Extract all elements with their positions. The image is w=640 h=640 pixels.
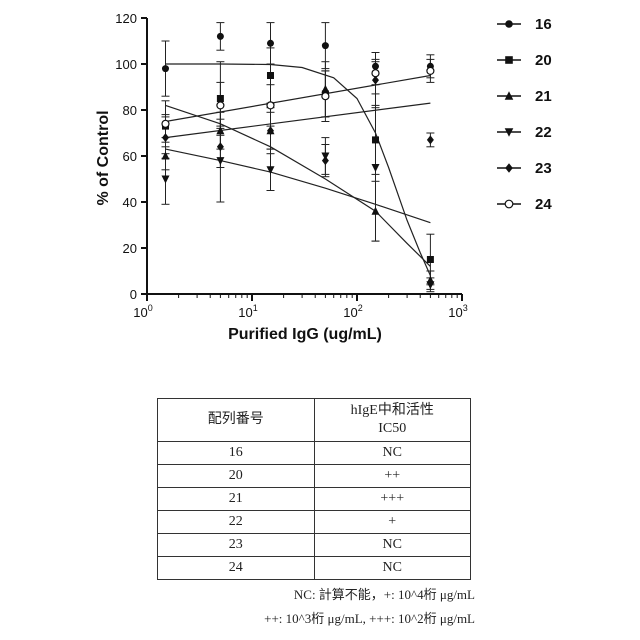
fit-curve-16 — [166, 64, 431, 276]
table-cell-id: 20 — [158, 465, 315, 488]
point-16 — [217, 33, 224, 40]
point-21 — [371, 207, 379, 215]
table-header-ic50: hIgE中和活性 IC50 — [314, 399, 471, 442]
point-24 — [427, 67, 434, 74]
table-cell-value: NC — [314, 557, 471, 580]
x-tick-label: 100 — [133, 303, 152, 320]
legend-marker-16 — [505, 20, 513, 28]
tick-marks — [141, 18, 462, 301]
data-points — [161, 33, 434, 289]
x-tick-label: 101 — [238, 303, 257, 320]
point-16 — [267, 40, 274, 47]
point-24 — [322, 93, 329, 100]
point-20 — [267, 72, 274, 79]
legend-label-20: 20 — [535, 52, 552, 69]
y-tick-label: 20 — [123, 241, 137, 256]
legend-marker-20 — [505, 56, 513, 64]
point-16 — [322, 42, 329, 49]
point-23 — [427, 135, 434, 144]
point-22 — [161, 176, 169, 184]
fit-curve-24 — [166, 103, 431, 138]
y-tick-label: 60 — [123, 149, 137, 164]
table-header-sequence: 配列番号 — [158, 399, 315, 442]
point-16 — [372, 63, 379, 70]
legend-label-22: 22 — [535, 124, 552, 141]
table-row: 23 NC — [158, 534, 471, 557]
point-23 — [217, 142, 224, 151]
table-header-row: 配列番号 hIgE中和活性 IC50 — [158, 399, 471, 442]
table-row: 21 +++ — [158, 488, 471, 511]
footnote-line-1: NC: 計算不能，+: 10^4桁 μg/mL — [157, 584, 475, 603]
legend-label-16: 16 — [535, 16, 552, 33]
tick-labels: 0 20 40 60 80 100 120 100 101 102 103 — [115, 11, 467, 320]
legend-marker-23 — [505, 163, 513, 173]
y-tick-label: 0 — [130, 287, 137, 302]
point-20 — [372, 136, 379, 143]
table-cell-value: NC — [314, 534, 471, 557]
table-cell-value: + — [314, 511, 471, 534]
point-24 — [267, 102, 274, 109]
point-20 — [217, 95, 224, 102]
fit-curve-22 — [166, 105, 431, 266]
point-24 — [372, 70, 379, 77]
table-row: 20 ++ — [158, 465, 471, 488]
fit-curve-21 — [166, 149, 431, 223]
fit-curve-20 — [166, 76, 431, 122]
y-axis-label: % of Control — [95, 110, 112, 205]
legend-marker-24 — [505, 200, 513, 208]
table-cell-value: NC — [314, 442, 471, 465]
legend-label-21: 21 — [535, 88, 552, 105]
table-cell-id: 22 — [158, 511, 315, 534]
table-cell-value: ++ — [314, 465, 471, 488]
point-22 — [371, 164, 379, 172]
table-header-ic50-label: IC50 — [378, 421, 406, 436]
table-cell-id: 21 — [158, 488, 315, 511]
point-24 — [217, 102, 224, 109]
table-row: 16 NC — [158, 442, 471, 465]
x-tick-label: 102 — [343, 303, 362, 320]
legend-label-24: 24 — [535, 196, 552, 213]
table-cell-id: 23 — [158, 534, 315, 557]
y-tick-label: 120 — [115, 11, 137, 26]
table-cell-id: 16 — [158, 442, 315, 465]
point-23 — [322, 156, 329, 165]
table-row: 22 + — [158, 511, 471, 534]
axes — [146, 18, 462, 294]
y-tick-label: 40 — [123, 195, 137, 210]
ic50-table: 配列番号 hIgE中和活性 IC50 16 NC 20 ++ 21 +++ 22… — [157, 398, 471, 580]
legend: 16 20 21 22 23 24 — [497, 16, 552, 213]
table-row: 24 NC — [158, 557, 471, 580]
legend-label-23: 23 — [535, 160, 552, 177]
fit-curves — [166, 64, 431, 276]
x-tick-label: 103 — [448, 303, 467, 320]
y-tick-label: 100 — [115, 57, 137, 72]
footnote-line-2: ++: 10^3桁 μg/mL, +++: 10^2桁 μg/mL — [157, 608, 475, 627]
point-21 — [161, 152, 169, 160]
point-23 — [162, 133, 169, 142]
point-16 — [162, 65, 169, 72]
table-cell-id: 24 — [158, 557, 315, 580]
point-20 — [427, 256, 434, 263]
x-axis-label: Purified IgG (ug/mL) — [228, 326, 382, 343]
dose-response-chart: 0 20 40 60 80 100 120 100 101 102 103 % of Control… — [0, 0, 640, 390]
table-header-activity: hIgE中和活性 — [351, 403, 434, 418]
table-cell-value: +++ — [314, 488, 471, 511]
point-24 — [162, 120, 169, 127]
point-21 — [321, 85, 329, 93]
y-tick-label: 80 — [123, 103, 137, 118]
